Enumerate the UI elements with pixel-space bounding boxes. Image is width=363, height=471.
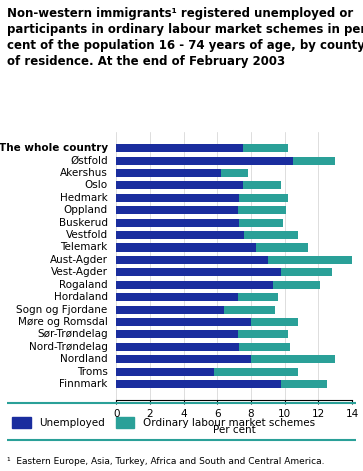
Bar (116, 244, 256, 252)
Bar (116, 156, 293, 164)
Bar (273, 281, 320, 289)
Bar (214, 368, 298, 376)
Text: Telemark: Telemark (61, 243, 108, 252)
Bar (242, 144, 288, 152)
Text: Troms: Troms (77, 367, 108, 377)
Text: Oslo: Oslo (85, 180, 108, 190)
Legend: Unemployed, Ordinary labour market schemes: Unemployed, Ordinary labour market schem… (12, 417, 315, 428)
Bar (237, 293, 278, 301)
Bar (116, 306, 224, 314)
Text: Akershus: Akershus (60, 168, 108, 178)
Text: Oppland: Oppland (64, 205, 108, 215)
Bar (251, 355, 335, 363)
Bar (116, 231, 244, 239)
Text: The whole country: The whole country (0, 143, 108, 153)
Text: Buskerud: Buskerud (59, 218, 108, 227)
Bar (281, 268, 332, 276)
Text: Møre og Romsdal: Møre og Romsdal (18, 317, 108, 327)
Text: Rogaland: Rogaland (59, 280, 108, 290)
Text: Østfold: Østfold (70, 155, 108, 165)
Bar (239, 219, 283, 227)
Bar (239, 343, 290, 351)
Bar (293, 156, 335, 164)
Bar (116, 144, 242, 152)
Text: Nord-Trøndelag: Nord-Trøndelag (29, 342, 108, 352)
Bar (239, 194, 288, 202)
Text: Nordland: Nordland (60, 354, 108, 364)
Text: Vest-Agder: Vest-Agder (51, 268, 108, 277)
Bar (242, 181, 281, 189)
Bar (116, 355, 251, 363)
Text: Sogn og Fjordane: Sogn og Fjordane (16, 305, 108, 315)
Bar (244, 231, 298, 239)
Bar (116, 181, 242, 189)
Bar (116, 330, 237, 339)
Text: Hordaland: Hordaland (54, 292, 108, 302)
Text: Non-western immigrants¹ registered unemployed or
participants in ordinary labour: Non-western immigrants¹ registered unemp… (7, 7, 363, 68)
Bar (116, 219, 239, 227)
Bar (251, 318, 298, 326)
Text: Sør-Trøndelag: Sør-Trøndelag (37, 329, 108, 340)
Bar (237, 330, 288, 339)
Bar (116, 318, 251, 326)
Text: Hedmark: Hedmark (60, 193, 108, 203)
Text: Finnmark: Finnmark (60, 379, 108, 389)
Bar (116, 206, 237, 214)
Bar (116, 256, 268, 264)
Bar (116, 343, 239, 351)
Bar (268, 256, 352, 264)
Bar (116, 281, 273, 289)
X-axis label: Per cent: Per cent (213, 425, 256, 435)
Bar (116, 268, 281, 276)
Bar (281, 380, 327, 388)
Text: Vestfold: Vestfold (66, 230, 108, 240)
Text: Aust-Agder: Aust-Agder (50, 255, 108, 265)
Bar (116, 293, 237, 301)
Bar (237, 206, 286, 214)
Bar (224, 306, 274, 314)
Bar (116, 380, 281, 388)
Bar (116, 194, 239, 202)
Bar (221, 169, 248, 177)
Bar (256, 244, 308, 252)
Bar (116, 368, 214, 376)
Text: ¹  Eastern Europe, Asia, Turkey, Africa and South and Central America.: ¹ Eastern Europe, Asia, Turkey, Africa a… (7, 457, 325, 466)
Bar (116, 169, 221, 177)
